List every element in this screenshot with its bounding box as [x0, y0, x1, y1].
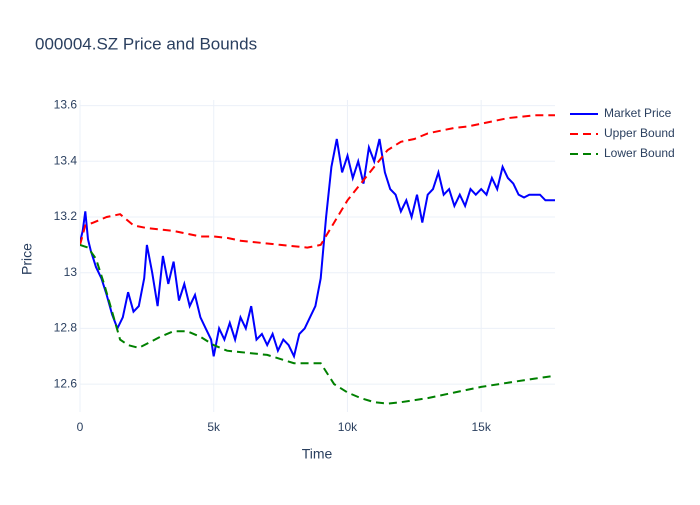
x-axis-title: Time — [302, 446, 333, 462]
y-tick-label: 12.8 — [54, 321, 78, 335]
y-tick-label: 12.6 — [54, 376, 78, 390]
x-tick-label: 0 — [77, 420, 84, 434]
y-tick-label: 13.6 — [54, 98, 78, 112]
x-tick-label: 5k — [207, 420, 221, 434]
series-line — [80, 243, 555, 405]
series-line — [80, 114, 555, 249]
chart-title: 000004.SZ Price and Bounds — [35, 34, 257, 53]
series-line — [80, 138, 555, 360]
y-tick-label: 13.2 — [54, 209, 78, 223]
legend-label: Upper Bound — [604, 126, 675, 140]
legend-label: Market Price — [604, 106, 672, 120]
legend-label: Lower Bound — [604, 146, 675, 160]
x-tick-label: 15k — [472, 420, 492, 434]
y-tick-label: 13.4 — [54, 153, 78, 167]
y-tick-label: 13 — [64, 265, 78, 279]
x-tick-label: 10k — [338, 420, 358, 434]
y-axis-title: Price — [19, 243, 35, 275]
